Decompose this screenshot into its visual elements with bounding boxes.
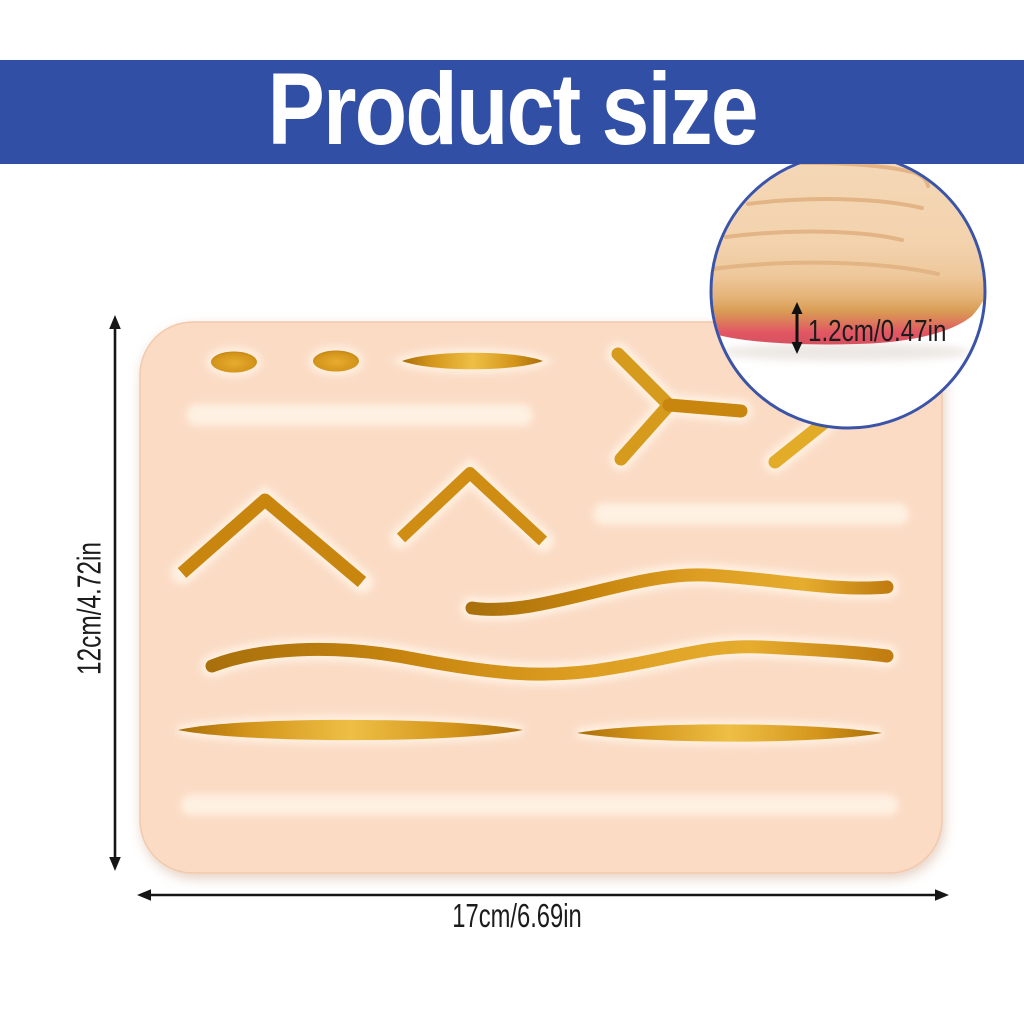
small-ellipse-excision <box>211 351 257 373</box>
height-dimension-label: 12cm/4.72in <box>70 541 108 676</box>
pad-cross-section <box>712 155 984 345</box>
page-title: Product size <box>267 52 758 166</box>
thickness-dimension-label: 1.2cm/0.47in <box>808 313 947 348</box>
curved-incision <box>465 568 894 616</box>
lens-incision <box>402 352 543 370</box>
y-incision <box>611 347 748 466</box>
curved-incision <box>205 640 894 681</box>
thickness-arrow <box>791 302 803 354</box>
inset-magnified-edge <box>712 155 984 361</box>
chevron-incision <box>177 493 367 587</box>
wound-cuts <box>177 347 904 811</box>
height-dimension-arrow <box>109 315 121 871</box>
width-dimension-label: 17cm/6.69in <box>452 897 582 934</box>
long-lens-excision <box>178 719 523 741</box>
suture-pad <box>139 321 943 874</box>
small-ellipse-excision <box>313 350 359 372</box>
chevron-incision <box>396 467 548 546</box>
long-lens-excision <box>577 724 882 742</box>
title-banner: Product size <box>0 52 1024 166</box>
width-dimension-arrow <box>137 889 949 901</box>
